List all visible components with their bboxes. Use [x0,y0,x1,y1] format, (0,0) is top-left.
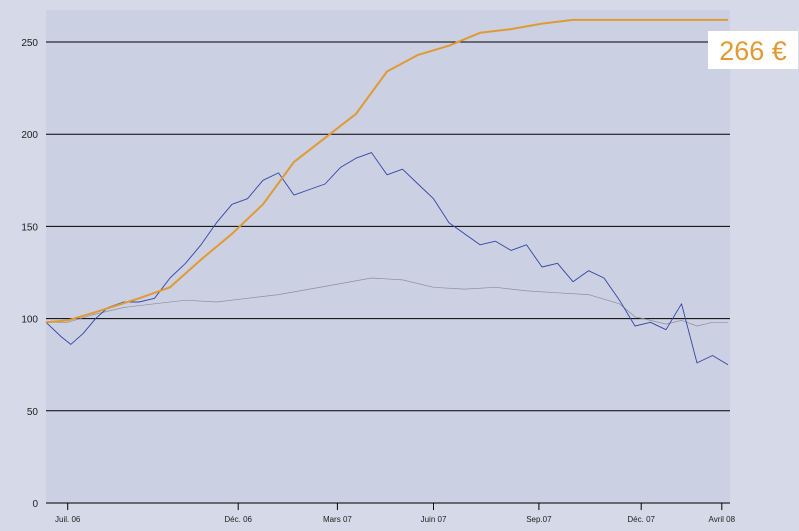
series-layer [45,18,729,366]
callout-box [708,31,798,69]
price-callout: 266 € [708,31,798,69]
plot-area [46,10,730,504]
y-tick-label-250: 250 [21,38,38,49]
series-line-1 [45,152,729,366]
x-tick-label-0: Juil. 06 [55,515,81,524]
x-tick-label-3: Juin 07 [421,515,447,524]
y-tick-label-100: 100 [21,315,38,326]
x-tick-label-2: Mars 07 [323,515,352,524]
x-tick-label-5: Déc. 07 [627,515,655,524]
callout-text: 266 € [719,36,787,66]
series-line-0 [45,18,728,324]
y-tick-label-0: 0 [32,499,38,510]
y-tick-label-50: 50 [27,407,39,418]
y-tick-label-150: 150 [21,222,38,233]
x-tick-label-1: Déc. 06 [224,515,252,524]
grid [46,41,730,412]
series-line-2 [46,277,728,327]
y-tick-label-200: 200 [21,130,38,141]
x-tick-label-6: Avril 08 [709,515,736,524]
x-tick-label-4: Sep.07 [526,515,552,524]
axes: 0 50 100 150 200 250 Juil. 06 Déc. 06 Mars 07 Jui… [21,38,735,524]
